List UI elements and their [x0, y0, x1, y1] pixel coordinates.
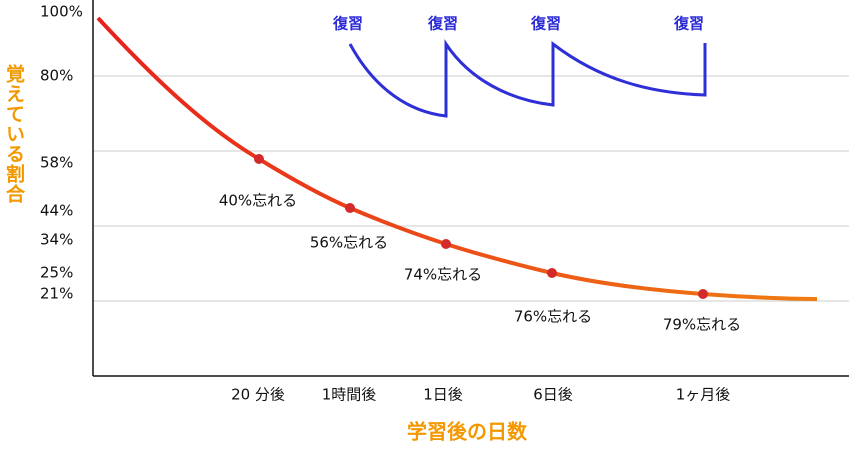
y-label: 80% [40, 67, 73, 85]
annotation: 79%忘れる [663, 316, 741, 334]
y-label: 100% [40, 3, 83, 21]
y-label: 21% [40, 285, 73, 303]
annotation: 40%忘れる [219, 192, 297, 210]
grid [93, 75, 849, 302]
review-curve [348, 39, 707, 118]
review-label: 復習 [332, 15, 363, 33]
annotation: 76%忘れる [514, 308, 592, 326]
review-label: 復習 [530, 15, 561, 33]
x-label: 1ヶ月後 [676, 386, 731, 404]
x-label: 20 分後 [231, 386, 285, 404]
review-label: 復習 [673, 15, 704, 33]
y-label: 34% [40, 231, 73, 249]
y-label: 58% [40, 154, 73, 172]
x-axis-label: 学習後の日数 [407, 420, 528, 444]
y-label: 44% [40, 202, 73, 220]
x-label: 1日後 [423, 386, 463, 404]
x-label: 6日後 [533, 386, 573, 404]
annotation: 56%忘れる [310, 234, 388, 252]
points [254, 154, 708, 299]
y-label: 25% [40, 264, 73, 282]
review-label: 復習 [427, 15, 458, 33]
y-axis-label: 覚えている割合 [3, 64, 25, 204]
annotation: 74%忘れる [404, 266, 482, 284]
x-label: 1時間後 [322, 386, 377, 404]
